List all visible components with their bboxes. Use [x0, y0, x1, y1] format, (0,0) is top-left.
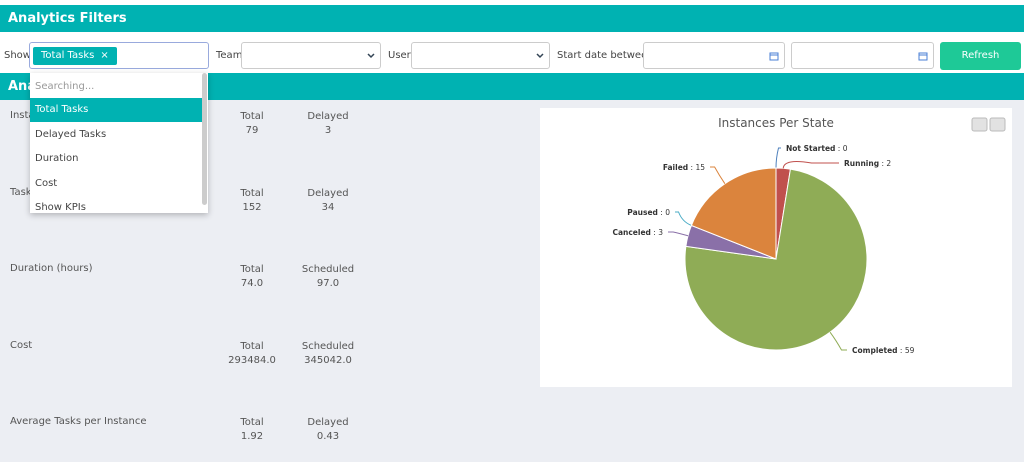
user-select[interactable] — [411, 42, 550, 69]
metric-heading: Scheduled — [301, 340, 355, 352]
tag-text: Total Tasks — [41, 50, 95, 61]
label-separator: : — [658, 208, 665, 217]
slice-label: Canceled : 3 — [612, 228, 663, 237]
slice-name: Not Started — [786, 144, 835, 153]
metric-value: 97.0 — [316, 278, 340, 289]
leader-line — [829, 331, 847, 351]
dropdown-option[interactable]: Cost — [35, 177, 58, 189]
slice-value: 3 — [658, 228, 663, 237]
calendar-icon — [769, 52, 779, 61]
dropdown-option[interactable]: Show KPIs — [35, 202, 86, 213]
metric-value: 3 — [324, 125, 332, 136]
header-bar: Analytics Filters — [0, 5, 1024, 32]
leader-line — [782, 161, 839, 169]
slice-name: Completed — [852, 346, 898, 355]
leader-line — [668, 231, 689, 237]
refresh-button[interactable]: Refresh — [940, 42, 1021, 70]
leader-line — [675, 211, 692, 226]
slice-label: Paused : 0 — [627, 208, 670, 217]
user-label: User — [388, 50, 411, 61]
metric-label: Tasks — [10, 186, 37, 198]
selected-tag[interactable]: Total Tasks × — [33, 47, 117, 65]
label-separator: : — [688, 163, 695, 172]
metric-heading: Total — [240, 264, 264, 275]
leader-line — [775, 147, 781, 169]
chevron — [536, 53, 544, 59]
leader-line — [710, 166, 726, 184]
dropdown-option[interactable]: Total Tasks — [30, 98, 202, 122]
pie-chart: Instances Per State Not Started : 0 Runni… — [612, 116, 1006, 355]
section-title: Ana — [8, 79, 37, 94]
slice-value: 59 — [905, 346, 915, 355]
calendar-icon — [918, 52, 928, 61]
metric-value: 293484.0 — [228, 354, 276, 366]
label-separator: : — [879, 159, 886, 168]
metric-label: Insta — [10, 110, 35, 121]
metric-value: 1.92 — [240, 431, 264, 442]
pie-slice — [684, 168, 868, 351]
slice-name: Failed — [663, 163, 688, 172]
slice-label: Not Started : 0 — [786, 144, 848, 153]
date-label: Start date between: — [557, 50, 657, 61]
label-separator: : — [898, 346, 905, 355]
download-button[interactable] — [989, 117, 1006, 132]
dropdown-option[interactable]: Duration — [35, 153, 79, 164]
metric-heading: Total — [240, 111, 264, 122]
search-input[interactable]: Searching... — [35, 81, 95, 92]
metric-label: Average Tasks per Instance — [10, 416, 147, 427]
slice-name: Paused — [627, 208, 658, 217]
metric-heading: Delayed — [307, 111, 349, 122]
team-label: Team — [216, 50, 243, 61]
metric-label: Cost — [10, 339, 33, 351]
label-separator: : — [835, 144, 842, 153]
team-select[interactable] — [241, 42, 381, 69]
chart-title: Instances Per State — [718, 116, 834, 130]
slice-name: Canceled — [612, 228, 650, 237]
print-button[interactable] — [971, 117, 988, 132]
metrics: Insta Total 79 Delayed 3 Tasks Total 152 Delayed… — [0, 100, 530, 462]
metric-heading: Delayed — [307, 187, 349, 199]
slice-value: 0 — [665, 208, 670, 217]
slice-value: 2 — [886, 159, 891, 168]
start-date-input[interactable] — [643, 42, 785, 69]
slice-name: Running — [844, 159, 879, 168]
metric-value: 0.43 — [316, 431, 340, 442]
metric-heading: Total — [240, 417, 264, 428]
slice-label: Running : 2 — [844, 159, 891, 168]
slice-label: Completed : 59 — [852, 346, 915, 355]
slice-label: Failed : 15 — [663, 163, 705, 172]
header-title: Analytics Filters — [8, 11, 127, 26]
dropdown: Searching... Total Tasks Delayed Tasks Dur… — [30, 73, 208, 213]
chevron — [367, 53, 375, 59]
metric-value: 74.0 — [240, 278, 264, 289]
tag-remove[interactable]: × — [100, 50, 109, 61]
metric-value: 79 — [245, 125, 259, 136]
metric-value: 152 — [242, 201, 262, 213]
metric-value: 345042.0 — [304, 354, 352, 366]
show-select[interactable]: Total Tasks × — [29, 42, 209, 69]
chart-panel: Instances Per State Not Started : 0 Runni… — [540, 108, 1012, 387]
metric-heading: Delayed — [307, 417, 349, 428]
metric-label: Duration (hours) — [10, 263, 93, 274]
scrollbar — [202, 73, 207, 205]
slice-value: 0 — [843, 144, 848, 153]
dropdown-option[interactable]: Delayed Tasks — [35, 128, 107, 140]
metric-heading: Total — [240, 187, 264, 199]
end-date-input[interactable] — [791, 42, 934, 69]
metric-value: 34 — [321, 201, 335, 213]
metric-heading: Total — [240, 340, 264, 352]
slice-value: 15 — [695, 163, 705, 172]
metric-heading: Scheduled — [301, 264, 355, 275]
show-label: Show — [4, 50, 31, 61]
label-separator: : — [651, 228, 658, 237]
